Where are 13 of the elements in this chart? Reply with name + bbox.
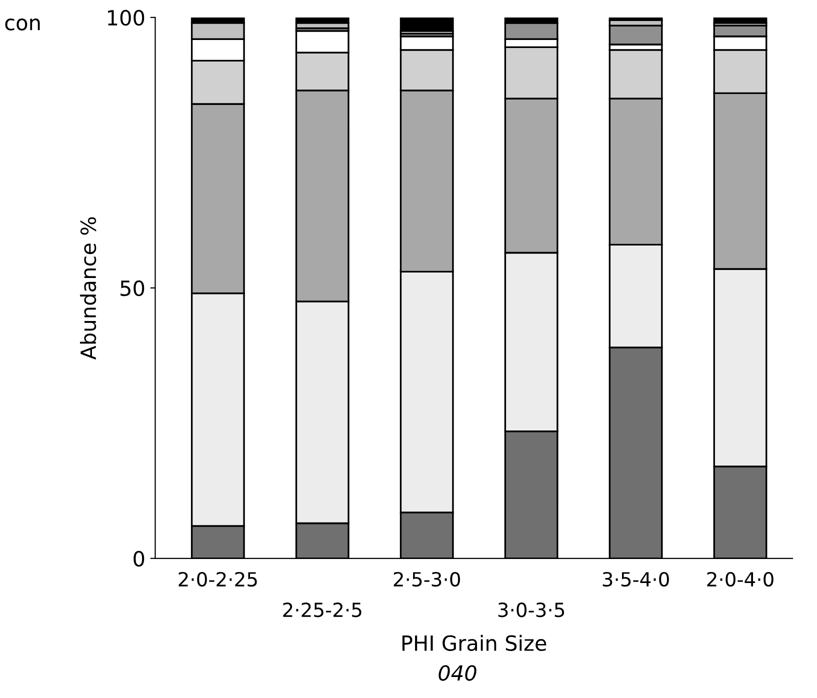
y-axis-title: Abundance % (80, 217, 96, 360)
y-tick-label: 100 (108, 10, 144, 26)
text: 040 (438, 665, 476, 681)
y-tick-label: 50 (120, 280, 144, 296)
x-tick-label: 2·0-4·0 (707, 572, 774, 587)
text: con (5, 18, 40, 30)
x-tick-label: 2·5-3·0 (394, 572, 460, 587)
x-tick-label: 3·0-3·5 (498, 602, 564, 618)
y-tick-label: 0 (134, 550, 144, 567)
x-tick-label: 2·0-2·25 (178, 572, 257, 587)
x-axis-title: PHI Grain Size (402, 634, 546, 651)
x-tick-label: 3·5-4·0 (602, 572, 669, 587)
x-tick-label: 2·25-2·5 (283, 602, 362, 618)
